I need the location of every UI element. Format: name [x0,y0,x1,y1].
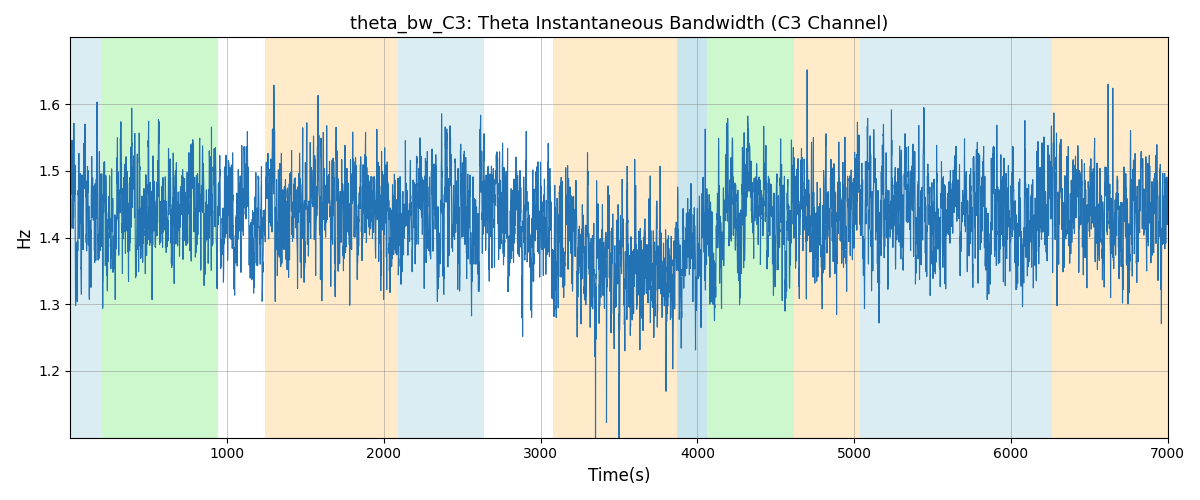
Bar [707,38,794,438]
Title: theta_bw_C3: Theta Instantaneous Bandwidth (C3 Channel): theta_bw_C3: Theta Instantaneous Bandwid… [349,15,888,34]
Bar [794,38,860,438]
Bar [553,38,677,438]
Bar [398,38,484,438]
Bar [101,38,217,438]
Bar [860,38,1051,438]
Bar [677,38,707,438]
Bar [1051,38,1168,438]
Y-axis label: Hz: Hz [14,227,32,248]
Bar [71,38,101,438]
Bar [265,38,398,438]
X-axis label: Time(s): Time(s) [588,467,650,485]
